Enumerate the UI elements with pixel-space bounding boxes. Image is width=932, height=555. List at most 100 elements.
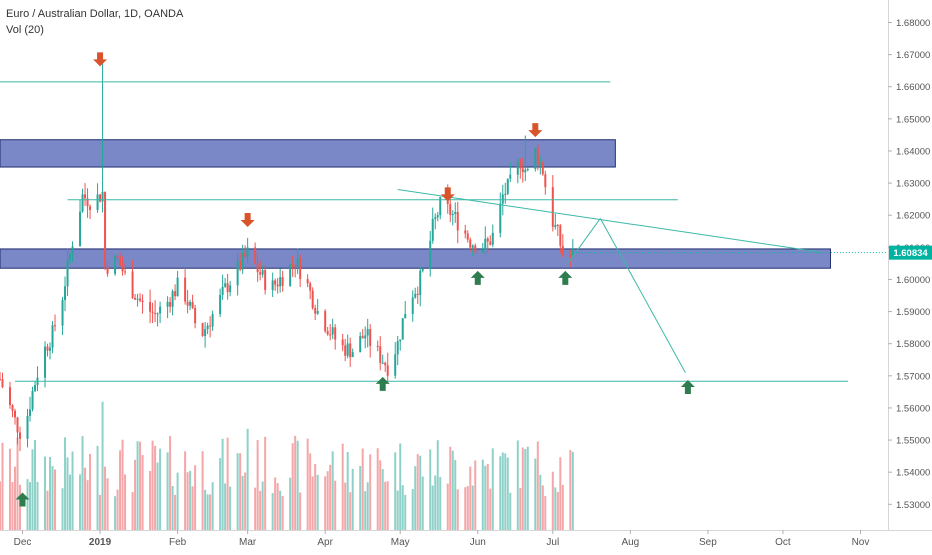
candle-body bbox=[34, 385, 37, 391]
volume-bar bbox=[274, 477, 277, 530]
candle-body bbox=[346, 343, 349, 356]
volume-bar bbox=[206, 494, 209, 530]
volume-bar bbox=[49, 456, 52, 530]
candle-body bbox=[454, 211, 457, 215]
chart-legend: Euro / Australian Dollar, 1D, OANDA Vol … bbox=[6, 6, 183, 38]
candle-body bbox=[464, 230, 467, 234]
volume-bar bbox=[204, 489, 207, 530]
volume-bar bbox=[114, 496, 117, 530]
candle-body bbox=[31, 390, 34, 410]
candle-body bbox=[556, 225, 559, 227]
candle-body bbox=[236, 261, 239, 286]
volume-bar bbox=[221, 438, 224, 530]
candle-body bbox=[329, 334, 332, 336]
trend-line bbox=[599, 218, 686, 373]
volume-bar bbox=[0, 481, 2, 530]
volume-bar bbox=[379, 460, 382, 530]
candle-body bbox=[536, 147, 539, 165]
x-tick-label: Mar bbox=[239, 537, 257, 548]
candle-body bbox=[121, 265, 124, 272]
volume-bar bbox=[359, 466, 362, 530]
volume-bar bbox=[106, 478, 109, 530]
candle-body bbox=[104, 192, 107, 267]
candle-body bbox=[421, 269, 424, 271]
volume-bar bbox=[469, 466, 472, 530]
candle-body bbox=[299, 258, 302, 280]
volume-bar bbox=[366, 482, 369, 530]
candle-body bbox=[504, 193, 507, 195]
volume-bar bbox=[484, 465, 487, 530]
volume-bar bbox=[79, 474, 82, 530]
volume-bar bbox=[61, 488, 64, 530]
volume-bar bbox=[551, 471, 554, 530]
volume-bar bbox=[64, 437, 67, 530]
y-tick-label: 1.57000 bbox=[896, 371, 930, 382]
candle-body bbox=[341, 339, 344, 346]
candle-body bbox=[194, 307, 197, 324]
candle-body bbox=[64, 286, 67, 301]
volume-bar bbox=[311, 476, 314, 530]
volume-bar bbox=[499, 456, 502, 530]
candle-body bbox=[331, 327, 334, 335]
volume-bar bbox=[256, 440, 259, 530]
candle-body bbox=[521, 168, 524, 173]
candle-body bbox=[289, 264, 292, 286]
volume-bar bbox=[189, 470, 192, 530]
volume-bar bbox=[361, 448, 364, 530]
candle-body bbox=[386, 365, 389, 376]
volume-bar bbox=[51, 466, 54, 530]
candle-body bbox=[114, 255, 117, 274]
volume-bar bbox=[414, 466, 417, 530]
candle-body bbox=[0, 379, 2, 381]
volume-bar bbox=[139, 441, 142, 530]
volume-bar bbox=[69, 474, 72, 530]
last-price-label: 1.60834 bbox=[893, 248, 928, 259]
volume-bar bbox=[149, 470, 152, 530]
volume-bar bbox=[541, 485, 544, 530]
candle-body bbox=[241, 252, 244, 270]
volume-bar bbox=[71, 451, 74, 530]
candle-body bbox=[559, 225, 562, 246]
volume-bar bbox=[489, 488, 492, 530]
volume-bar bbox=[451, 450, 454, 530]
volume-bar bbox=[504, 453, 507, 530]
candle-body bbox=[376, 345, 379, 347]
candle-body bbox=[411, 297, 414, 314]
candle-body bbox=[349, 343, 352, 358]
candle-body bbox=[534, 147, 537, 169]
volume-bar bbox=[486, 463, 489, 530]
x-tick-label: Jun bbox=[470, 537, 486, 548]
candle-body bbox=[439, 196, 442, 216]
candle-body bbox=[369, 329, 372, 346]
volume-bar bbox=[86, 480, 89, 530]
candle-body bbox=[474, 245, 477, 253]
candle-body bbox=[326, 331, 329, 335]
volume-bar bbox=[46, 490, 49, 530]
volume-bar bbox=[124, 474, 127, 530]
candle-body bbox=[189, 301, 192, 306]
candle-body bbox=[361, 336, 364, 339]
candle-body bbox=[229, 285, 232, 293]
volume-bar bbox=[556, 492, 559, 530]
volume-bar bbox=[259, 491, 262, 530]
volume-bar bbox=[294, 435, 297, 530]
arrow-up-icon bbox=[15, 492, 30, 507]
volume-bar bbox=[521, 447, 524, 530]
y-tick-label: 1.68000 bbox=[896, 18, 930, 29]
volume-bar bbox=[474, 460, 477, 530]
volume-bar bbox=[54, 469, 57, 530]
trend-line bbox=[567, 218, 601, 264]
volume-bar bbox=[571, 451, 574, 530]
volume-bar bbox=[239, 453, 242, 530]
volume-bar bbox=[404, 494, 407, 530]
volume-bar bbox=[421, 476, 424, 530]
candle-body bbox=[544, 174, 547, 188]
candle-body bbox=[51, 325, 54, 348]
candle-body bbox=[379, 346, 382, 363]
candle-body bbox=[26, 415, 29, 439]
volume-bar bbox=[534, 458, 537, 530]
arrow-down-icon bbox=[93, 52, 108, 67]
candle-body bbox=[401, 318, 404, 340]
